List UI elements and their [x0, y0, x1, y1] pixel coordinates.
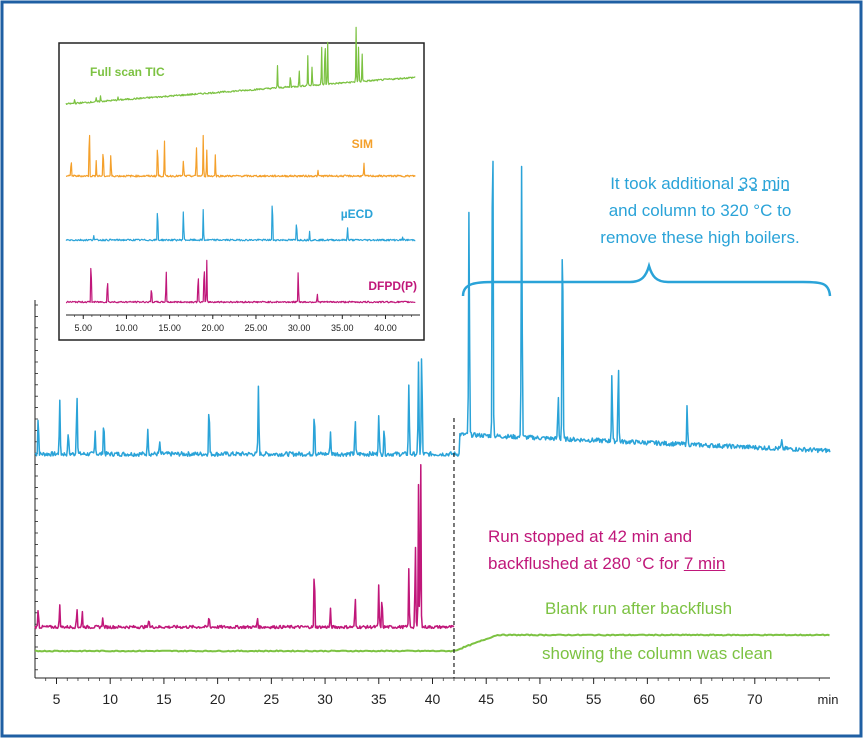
inset-x-tick-label: 15.00 [158, 323, 181, 333]
x-tick-label: 15 [156, 691, 172, 707]
annotation-high-boilers: It took additional 33 min and column to … [580, 170, 820, 251]
x-axis-label: min [818, 692, 839, 707]
high-boilers-brace [461, 261, 832, 297]
inset-x-tick-label: 10.00 [115, 323, 138, 333]
inset-trace-1 [65, 134, 416, 178]
annotation-blank-run-line2: showing the column was clean [542, 644, 773, 663]
x-tick-label: 60 [640, 691, 656, 707]
inset-x-tick-label: 35.00 [331, 323, 354, 333]
x-tick-label: 20 [210, 691, 226, 707]
x-tick-label: 65 [693, 691, 709, 707]
x-tick-label: 45 [478, 691, 494, 707]
inset-x-tick-label: 30.00 [288, 323, 311, 333]
inset-series-label: Full scan TIC [90, 65, 165, 79]
x-tick-label: 70 [747, 691, 763, 707]
annotation-run-stopped-line2: backflushed at 280 °C for 7 min [488, 554, 726, 573]
inset-frame [58, 42, 425, 341]
x-tick-label: 40 [425, 691, 441, 707]
dfpd-trace [34, 463, 455, 630]
uecd-trace [34, 160, 831, 458]
x-tick-label: 55 [586, 691, 602, 707]
inset-trace-3 [65, 259, 416, 304]
inset-series-label: SIM [352, 137, 373, 151]
inset-trace-2 [65, 205, 416, 242]
annotation-run-stopped: Run stopped at 42 min and backflushed at… [488, 523, 725, 577]
x-tick-label: 5 [53, 691, 61, 707]
x-tick-label: 10 [102, 691, 118, 707]
annotation-high-boilers-line3: remove these high boilers. [600, 228, 800, 247]
blank-trace [34, 633, 830, 653]
inset-x-tick-label: 20.00 [202, 323, 225, 333]
annotation-high-boilers-line1: It took additional 33 min [610, 174, 790, 193]
inset-series-label: µECD [341, 207, 374, 221]
annotation-blank-run-line1: Blank run after backflush [545, 599, 733, 618]
x-tick-label: 25 [264, 691, 280, 707]
x-tick-label: 50 [532, 691, 548, 707]
inset-trace-0 [65, 26, 416, 105]
annotation-high-boilers-line2: and column to 320 °C to [608, 201, 792, 220]
x-tick-label: 35 [371, 691, 387, 707]
inset-series-label: DFPD(P) [368, 279, 417, 293]
inset-x-tick-label: 40.00 [374, 323, 397, 333]
annotation-run-stopped-line1: Run stopped at 42 min and [488, 527, 693, 546]
inset-x-tick-label: 5.00 [75, 323, 93, 333]
inset-x-tick-label: 25.00 [245, 323, 268, 333]
x-tick-label: 30 [317, 691, 333, 707]
